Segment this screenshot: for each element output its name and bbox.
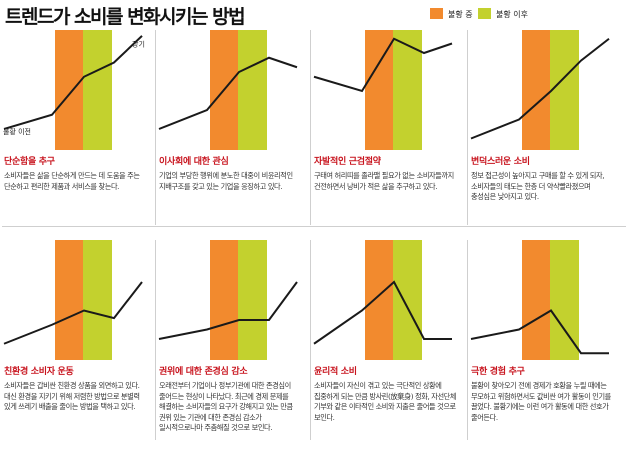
panel-title: 변덕스러운 소비 — [471, 157, 530, 167]
chart-annotation: 불황 이전 — [3, 127, 31, 136]
panel-description: 구태여 허리띠를 졸라맬 필요가 없는 소비자들까지 건전하면서 낭비가 적은 … — [314, 171, 454, 191]
band-during-recession — [365, 240, 393, 360]
panel-title: 이사회에 대한 관심 — [159, 157, 229, 167]
band-after-recession — [238, 240, 267, 360]
panel-title: 단순함을 추구 — [4, 157, 55, 167]
band-during-recession — [55, 240, 83, 360]
page-title: 트렌드가 소비를 변화시키는 방법 — [5, 6, 246, 28]
legend-swatch-during — [430, 8, 443, 19]
trend-line — [3, 35, 143, 130]
panel-title: 극한 경험 추구 — [471, 367, 525, 377]
legend: 불황 중 불황 이후 — [430, 8, 626, 22]
col-divider — [467, 30, 468, 225]
trend-line — [313, 280, 452, 345]
band-after-recession — [550, 30, 579, 150]
panel-description: 불황이 찾아오기 전에 경제가 호황을 누릴 때에는 무모하고 위험하면서도 값… — [471, 381, 611, 422]
trend-line — [158, 281, 298, 340]
band-after-recession — [83, 240, 112, 360]
chart-annotation: 장기 — [132, 40, 145, 49]
col-divider — [155, 240, 156, 440]
band-after-recession — [393, 30, 422, 150]
legend-label-after: 불황 이후 — [496, 10, 528, 19]
mini-line-chart — [158, 240, 298, 360]
trend-line — [158, 56, 298, 130]
row-divider — [2, 226, 626, 227]
col-divider — [467, 240, 468, 440]
legend-swatch-after — [478, 8, 491, 19]
band-after-recession — [550, 240, 579, 360]
panel-title: 자발적인 근검절약 — [314, 157, 381, 167]
mini-line-chart — [3, 240, 143, 360]
band-during-recession — [522, 30, 550, 150]
panel-description: 정보 접근성이 높아지고 구매를 할 수 있게 되자, 소비자들의 태도는 한층… — [471, 171, 605, 201]
panel-description: 소비자들은 삶을 단순하게 만드는 데 도움을 주는 단순하고 편리한 제품과 … — [4, 171, 140, 191]
band-during-recession — [365, 30, 393, 150]
panel-title: 권위에 대한 존경심 감소 — [159, 367, 248, 377]
panel-title: 윤리적 소비 — [314, 367, 357, 377]
col-divider — [310, 240, 311, 440]
trend-line — [313, 37, 453, 93]
panel-description: 오래전부터 기업이나 정부기관에 대한 존경심이 줄어드는 현상이 나타났다. … — [159, 381, 293, 432]
trend-line — [470, 309, 609, 355]
col-divider — [155, 30, 156, 225]
band-after-recession — [238, 30, 267, 150]
band-after-recession — [83, 30, 112, 150]
panel-description: 기업의 부당한 행위에 분노한 대중이 비윤리적인 지배구조를 갖고 있는 기업… — [159, 171, 293, 191]
band-during-recession — [522, 240, 550, 360]
mini-line-chart — [470, 30, 610, 150]
legend-label-during: 불황 중 — [448, 10, 473, 19]
mini-line-chart — [313, 240, 452, 360]
trend-line — [3, 281, 143, 345]
panel-description: 소비자들이 자신이 겪고 있는 극단적인 상황에 집중하게 되는 만큼 방사린(… — [314, 381, 457, 422]
mini-line-chart — [313, 30, 453, 150]
band-during-recession — [210, 240, 238, 360]
band-during-recession — [55, 30, 83, 150]
col-divider — [310, 30, 311, 225]
band-after-recession — [393, 240, 422, 360]
panel-title: 친환경 소비자 운동 — [4, 367, 74, 377]
panel-description: 소비자들은 갑비싼 친환경 상품을 외면하고 있다. 대신 환경을 지키기 위해… — [4, 381, 140, 411]
trend-line — [470, 37, 610, 140]
mini-line-chart — [470, 240, 609, 360]
mini-line-chart — [158, 30, 298, 150]
